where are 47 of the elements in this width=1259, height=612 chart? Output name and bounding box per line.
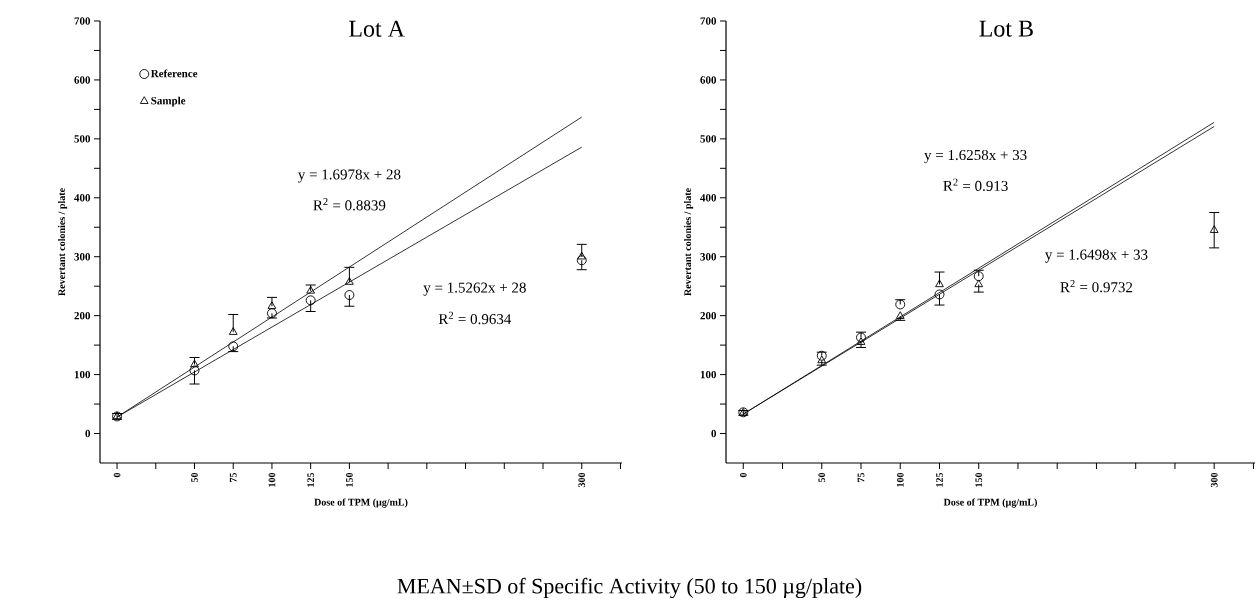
legend-label: Sample (151, 96, 186, 107)
y-tick-label: 0 (711, 429, 717, 438)
x-tick-label: 50 (818, 472, 826, 483)
y-tick-label: 200 (74, 311, 91, 320)
x-tick-label: 100 (896, 472, 904, 487)
chart-title: Lot A (349, 20, 405, 37)
y-tick-label: 500 (74, 135, 91, 143)
y-axis-title: Revertant colonies / plate (684, 188, 694, 296)
y-tick-label: 600 (74, 76, 91, 84)
annotation: y = 1.5262x + 28 (423, 282, 526, 296)
x-tick-label: 150 (346, 472, 353, 487)
y-tick-label: 600 (700, 76, 717, 84)
y-tick-label: 400 (700, 194, 717, 202)
x-tick-label: 100 (268, 472, 276, 487)
annotation: R$^{2}$ = 0.9732 (1060, 280, 1133, 293)
y-tick-label: 200 (700, 311, 717, 320)
x-tick-label: 125 (307, 472, 315, 487)
annotation: y = 1.6498x + 33 (1045, 249, 1148, 263)
annotation: R$^{2}$ = 0.9634 (438, 311, 512, 325)
y-tick-label: 700 (74, 17, 91, 25)
y-tick-label: 700 (700, 17, 717, 25)
annotation: R$^{2}$ = 0.913 (943, 178, 1008, 192)
x-tick-label: 50 (191, 472, 198, 483)
legend-label: Reference (150, 69, 198, 78)
x-tick-label: 75 (857, 472, 865, 482)
x-tick-label: 75 (229, 472, 237, 482)
y-tick-label: 300 (700, 253, 717, 261)
x-tick-label: 0 (739, 472, 747, 478)
y-tick-label: 300 (74, 253, 91, 261)
annotation: y = 1.6978x + 28 (298, 169, 401, 183)
y-tick-label: 100 (74, 370, 91, 379)
x-tick-label: 125 (936, 472, 943, 487)
y-axis-title: Revertant colonies / plate (58, 188, 68, 296)
y-tick-label: 500 (700, 135, 717, 143)
annotation: R$^{2}$ = 0.8839 (313, 198, 386, 211)
x-tick-label: 150 (975, 472, 983, 487)
x-tick-label: 300 (578, 472, 586, 488)
y-tick-label: 0 (85, 429, 91, 438)
y-tick-label: 400 (74, 194, 91, 202)
x-axis-title: Dose of TPM (µg/mL) (943, 498, 1037, 508)
x-tick-label: 0 (113, 472, 121, 478)
annotation: y = 1.6258x + 33 (924, 149, 1027, 164)
x-tick-label: 300 (1210, 472, 1218, 488)
chart-title: Lot B (979, 20, 1033, 37)
y-tick-label: 100 (700, 370, 717, 379)
x-axis-title: Dose of TPM (µg/mL) (314, 498, 408, 508)
text: MEAN±SD of Specific Activity (50 to 150 µg/plate) (397, 577, 862, 599)
